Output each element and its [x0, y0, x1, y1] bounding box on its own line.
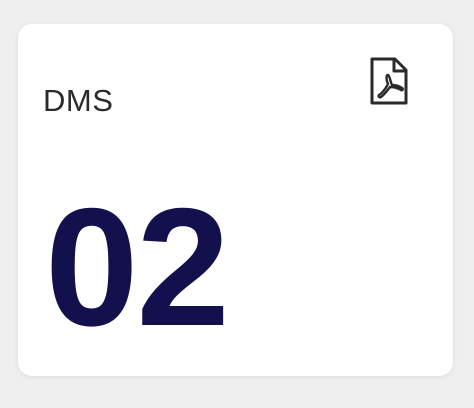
pdf-file-icon[interactable]: [369, 57, 409, 105]
card-value: 02: [45, 173, 230, 361]
dms-stat-card[interactable]: DMS 02: [18, 24, 453, 376]
pdf-file-icon-graphic: [370, 57, 408, 105]
card-title: DMS: [43, 83, 114, 118]
